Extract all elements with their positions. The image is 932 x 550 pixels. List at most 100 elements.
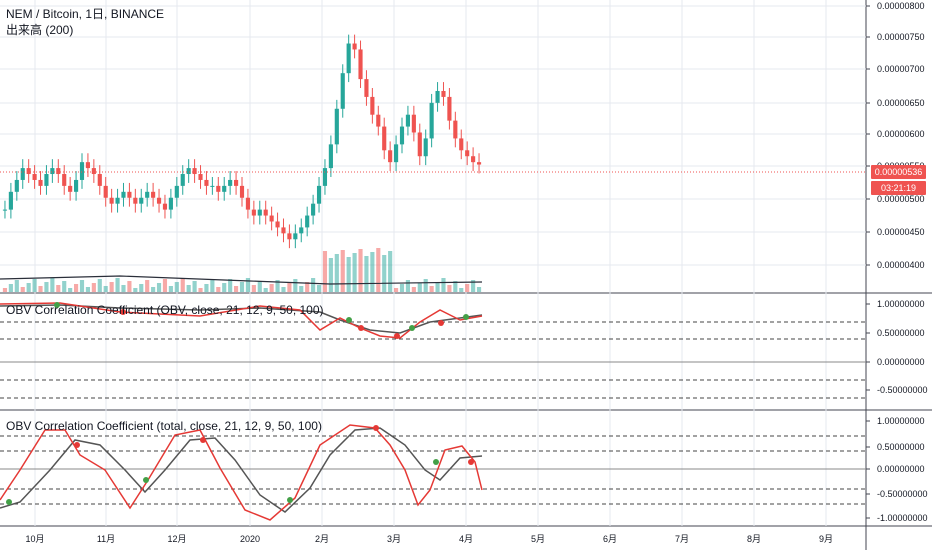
candle-body: [405, 114, 410, 127]
candle-body: [364, 79, 369, 97]
osc1-cross-dot: [438, 320, 444, 326]
volume-bar: [364, 256, 369, 292]
candle-body: [465, 150, 470, 157]
volume-bar: [423, 279, 428, 292]
candle-body: [50, 168, 55, 175]
candle-body: [174, 185, 179, 198]
countdown-tag: 03:21:19: [871, 181, 926, 195]
candle-body: [115, 197, 120, 204]
volume-bar: [340, 250, 345, 292]
price-tick-label: 0.00000450: [877, 227, 925, 237]
time-tick-label: 4月: [459, 534, 473, 544]
time-tick-label: 2020: [240, 534, 260, 544]
candle-body: [459, 138, 464, 151]
volume-bar: [133, 288, 138, 292]
volume-bar: [293, 279, 298, 292]
volume-bar: [376, 248, 381, 292]
volume-ma-line: [0, 275, 483, 285]
candle-body: [417, 132, 422, 157]
obv-indicator-1-title: OBV Correlation Coefficient (OBV, close,…: [6, 303, 324, 317]
price-tick-label: 0.00000400: [877, 260, 925, 270]
candle-body: [245, 197, 250, 210]
volume-bar: [346, 257, 351, 292]
time-tick-label: 12月: [167, 534, 186, 544]
price-tick-label: 0.00000700: [877, 64, 925, 74]
osc2-signal-line: [0, 427, 483, 513]
time-tick-label: 7月: [675, 534, 689, 544]
candle-body: [257, 209, 262, 216]
candle-body: [234, 179, 239, 186]
candle-body: [358, 49, 363, 80]
candle-body: [429, 102, 434, 139]
osc1-cross-dot: [358, 325, 364, 331]
time-tick-label: 3月: [387, 534, 401, 544]
candle-body: [334, 108, 339, 145]
volume-bar: [471, 280, 476, 292]
candle-body: [180, 174, 185, 186]
candle-body: [103, 185, 108, 198]
candle-body: [340, 73, 345, 109]
candle-body: [198, 174, 203, 180]
volume-bar: [210, 280, 215, 292]
volume-bar: [411, 287, 416, 292]
volume-bar: [441, 278, 446, 292]
volume-bar: [103, 286, 108, 292]
volume-bar: [20, 287, 25, 292]
candle-body: [38, 179, 43, 186]
volume-bar: [358, 249, 363, 292]
volume-bar: [222, 283, 227, 292]
osc1-main-line: [0, 302, 483, 339]
osc2-tick-label: -0.50000000: [877, 489, 928, 499]
volume-bar: [245, 278, 250, 292]
time-tick-label: 11月: [97, 534, 115, 544]
volume-bar: [151, 287, 156, 292]
volume-bar: [263, 288, 268, 292]
candle-body: [127, 191, 132, 198]
price-tick-label: 0.00000600: [877, 129, 925, 139]
candle-body: [121, 191, 126, 198]
candle-body: [471, 156, 476, 163]
osc2-cross-dot: [143, 477, 149, 483]
candle-body: [399, 126, 405, 145]
volume-bar: [79, 280, 85, 292]
last-price-tag: 0.00000536: [871, 165, 926, 179]
volume-bar: [239, 282, 245, 292]
osc1-cross-dot: [409, 325, 415, 331]
candle-body: [281, 227, 286, 234]
candle-body: [394, 144, 399, 163]
candle-body: [79, 162, 85, 180]
osc2-tick-label: 0.50000000: [877, 442, 925, 452]
volume-bar: [453, 281, 458, 292]
candle-body: [168, 197, 173, 210]
price-tick-label: 0.00000750: [877, 32, 925, 42]
volume-bar: [405, 280, 410, 292]
volume-bar: [192, 281, 197, 292]
candle-body: [62, 174, 67, 186]
volume-bar: [115, 278, 120, 292]
candle-body: [311, 203, 316, 216]
time-tick-label: 10月: [25, 534, 44, 544]
candle-body: [68, 185, 73, 192]
osc2-tick-label: 0.00000000: [877, 464, 925, 474]
osc2-tick-label: -1.00000000: [877, 513, 928, 523]
candle-body: [139, 197, 144, 204]
volume-bar: [459, 288, 464, 292]
candle-body: [228, 179, 233, 186]
volume-bar: [399, 284, 405, 292]
volume-bar: [257, 281, 262, 292]
candle-body: [293, 233, 298, 240]
volume-bar: [352, 253, 357, 292]
volume-bar: [32, 279, 37, 292]
volume-bar: [435, 282, 440, 292]
candle-body: [210, 185, 215, 187]
price-tick-label: 0.00000800: [877, 1, 925, 11]
volume-bar: [145, 280, 150, 292]
volume-bar: [85, 287, 90, 292]
osc2-cross-dot: [373, 425, 379, 431]
candle-body: [192, 168, 197, 175]
volume-bar: [465, 284, 470, 292]
candle-body: [346, 43, 351, 74]
candle-body: [435, 90, 440, 103]
osc2-cross-dot: [6, 499, 12, 505]
